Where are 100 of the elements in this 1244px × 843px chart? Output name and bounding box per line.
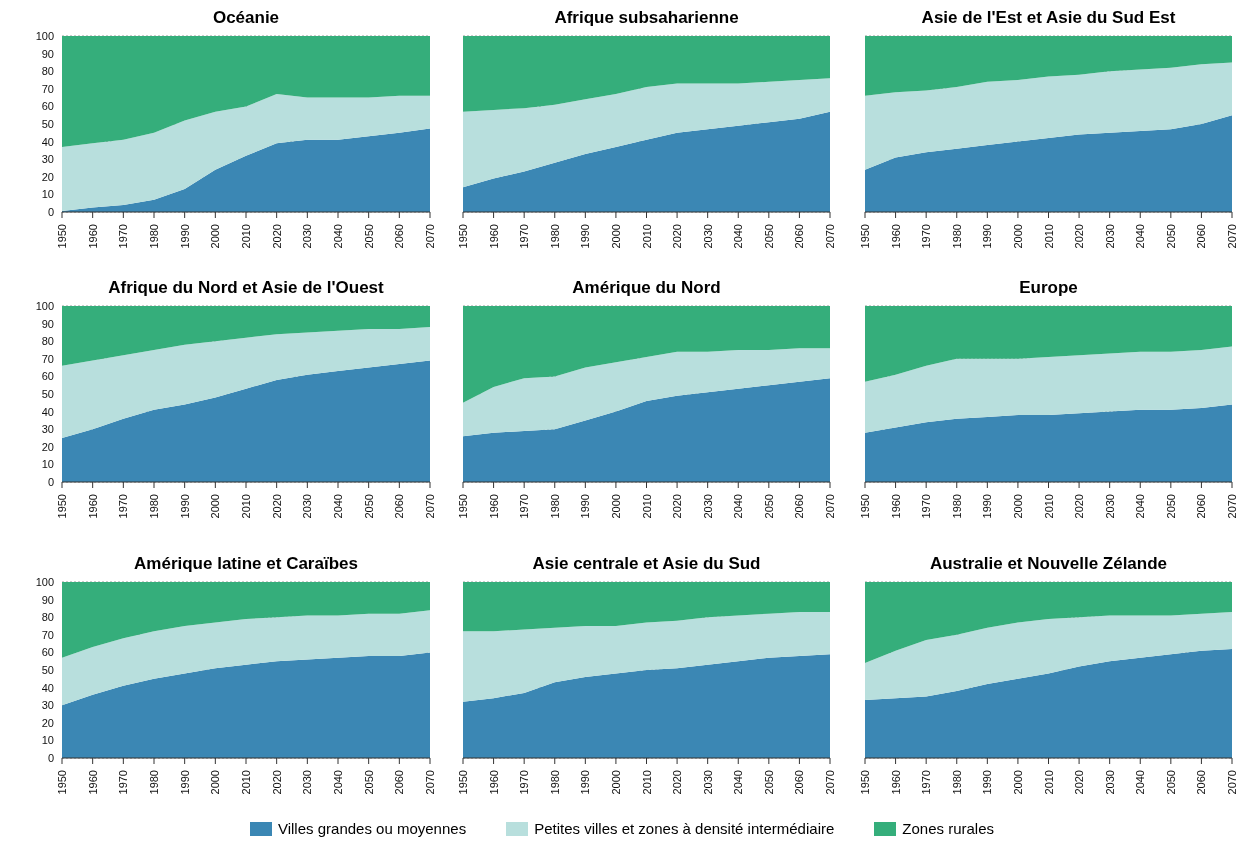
x-tick-label: 2020 (1073, 494, 1086, 519)
x-tick-label: 2040 (732, 224, 745, 249)
x-tick-label: 2010 (1042, 224, 1055, 249)
x-tick-label: 2030 (301, 494, 314, 519)
x-tick-label: 1980 (148, 494, 160, 519)
x-tick-label: 2030 (701, 770, 714, 795)
y-tick-label: 60 (41, 100, 54, 113)
x-tick-label: 2010 (1042, 770, 1055, 795)
x-tick-label: 2050 (1164, 494, 1177, 519)
y-tick-label: 40 (41, 135, 54, 148)
y-tick-label: 90 (41, 47, 54, 60)
x-tick-label: 2030 (1103, 770, 1116, 795)
x-tick-label: 2070 (424, 224, 436, 249)
x-tick-label: 2070 (1226, 770, 1238, 795)
x-tick-label: 1990 (579, 770, 592, 795)
x-tick-label: 2040 (732, 770, 745, 795)
x-tick-label: 2050 (1164, 224, 1177, 249)
x-tick-label: 2000 (209, 224, 222, 249)
x-tick-label: 1970 (920, 224, 933, 249)
x-tick-label: 1960 (86, 224, 99, 249)
x-tick-label: 2030 (301, 770, 314, 795)
chart-title: Océanie (211, 8, 281, 29)
x-tick-label: 2040 (332, 224, 344, 249)
y-tick-label: 70 (41, 628, 54, 641)
y-tick-label: 100 (35, 575, 54, 588)
x-tick-label: 1950 (859, 224, 871, 249)
x-tick-label: 1990 (981, 770, 994, 795)
y-tick-label: 60 (41, 370, 54, 383)
x-tick-label: 2050 (362, 494, 375, 519)
x-tick-label: 2000 (609, 770, 622, 795)
x-tick-label: 1970 (117, 224, 130, 249)
y-tick-label: 10 (41, 734, 54, 747)
x-tick-label: 1970 (518, 494, 531, 519)
y-tick-label: 30 (41, 423, 54, 436)
x-tick-label: 2020 (1073, 770, 1086, 795)
y-tick-label: 20 (41, 716, 54, 729)
x-tick-label: 2040 (732, 494, 745, 519)
x-tick-label: 2000 (1011, 224, 1024, 249)
y-tick-label: 90 (41, 317, 54, 330)
y-tick-label: 50 (41, 387, 54, 400)
x-tick-label: 1950 (56, 224, 68, 249)
x-tick-label: 1950 (56, 494, 68, 519)
x-tick-label: 2060 (1195, 224, 1208, 249)
y-tick-label: 80 (41, 335, 54, 348)
x-tick-label: 1950 (859, 770, 871, 795)
y-tick-label: 10 (41, 188, 54, 201)
x-tick-label: 1950 (859, 494, 871, 519)
x-tick-label: 2060 (1195, 494, 1208, 519)
x-tick-label: 1960 (889, 494, 902, 519)
y-tick-label: 100 (35, 29, 54, 42)
x-tick-label: 1980 (950, 224, 963, 249)
x-tick-label: 1960 (889, 224, 902, 249)
x-tick-label: 2000 (609, 224, 622, 249)
y-tick-label: 10 (41, 458, 54, 471)
x-tick-label: 2020 (671, 494, 684, 519)
y-tick-label: 40 (41, 405, 54, 418)
chart-title: Amérique latine et Caraïbes (133, 554, 359, 575)
x-tick-label: 2050 (762, 770, 775, 795)
x-tick-label: 2040 (1134, 224, 1147, 249)
y-tick-label: 70 (41, 82, 54, 95)
y-tick-label: 40 (41, 681, 54, 694)
x-tick-label: 2000 (609, 494, 622, 519)
x-tick-label: 1970 (518, 770, 531, 795)
chart-title: Afrique subsaharienne (553, 8, 740, 29)
x-tick-label: 2060 (393, 770, 406, 795)
x-tick-label: 2070 (824, 770, 836, 795)
x-tick-label: 2060 (393, 224, 406, 249)
x-tick-label: 2020 (1073, 224, 1086, 249)
x-tick-label: 1990 (981, 494, 994, 519)
x-tick-label: 2060 (793, 770, 806, 795)
x-tick-label: 2030 (701, 224, 714, 249)
x-tick-label: 2020 (270, 770, 283, 795)
y-tick-label: 90 (41, 593, 54, 606)
x-tick-label: 1950 (56, 770, 68, 795)
x-tick-label: 2010 (240, 224, 252, 249)
x-tick-label: 2050 (362, 770, 375, 795)
legend-label: Zones rurales (902, 820, 995, 837)
x-tick-label: 2070 (424, 770, 436, 795)
y-tick-label: 80 (41, 611, 54, 624)
x-tick-label: 1970 (518, 224, 531, 249)
x-tick-label: 2010 (640, 770, 653, 795)
x-tick-label: 2010 (240, 770, 252, 795)
y-tick-label: 60 (41, 646, 54, 659)
x-tick-label: 2000 (1011, 494, 1024, 519)
x-tick-label: 2020 (270, 494, 283, 519)
y-tick-label: 0 (47, 751, 54, 764)
x-tick-label: 1990 (579, 494, 592, 519)
x-tick-label: 1960 (889, 770, 902, 795)
x-tick-label: 2060 (793, 224, 806, 249)
x-tick-label: 1990 (178, 494, 191, 519)
x-tick-label: 1970 (117, 494, 130, 519)
x-tick-label: 2070 (1226, 224, 1238, 249)
x-tick-label: 2000 (209, 770, 222, 795)
x-tick-label: 2030 (1103, 224, 1116, 249)
chart-title: Europe (1018, 278, 1079, 299)
x-tick-label: 1970 (920, 770, 933, 795)
x-tick-label: 1970 (920, 494, 933, 519)
x-tick-label: 1970 (117, 770, 130, 795)
x-tick-label: 2040 (1134, 494, 1147, 519)
x-tick-label: 1990 (178, 770, 191, 795)
